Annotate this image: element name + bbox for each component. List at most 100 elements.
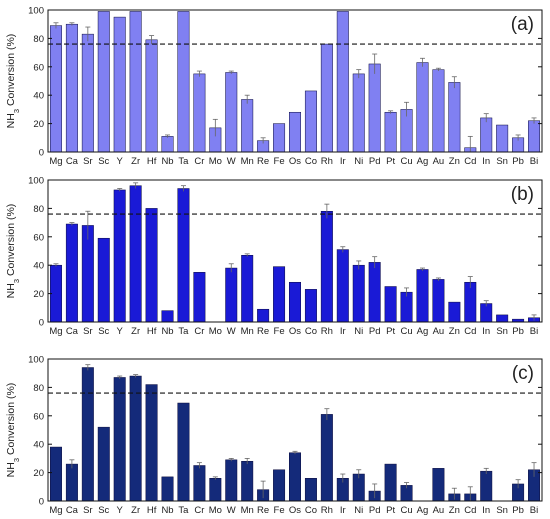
bar-Zn [448,82,461,153]
bar-Ni [352,73,365,153]
category-label-Hf: Hf [147,156,157,167]
bar-Au [432,468,445,502]
bar-Fe [273,266,286,323]
y-tick-label-80: 80 [33,383,44,394]
category-label-Zn: Zn [449,505,460,516]
category-label-Rh: Rh [321,156,333,167]
category-label-Ni: Ni [354,156,363,167]
category-label-Mo: Mo [209,505,222,516]
category-label-Hf: Hf [147,505,157,516]
bar-Fe [273,123,286,153]
bar-Pt [384,463,397,502]
bar-Ir [336,11,349,153]
category-label-Fe: Fe [274,505,285,516]
category-label-Ca: Ca [66,326,79,337]
category-label-Sr: Sr [83,326,93,337]
bar-Os [289,281,301,323]
bar-Zr [129,375,142,502]
bar-Ca [65,463,78,502]
bar-Ta [177,402,190,502]
bar-Ni [352,264,365,323]
bar-Sr [81,33,94,153]
bar-Rh [320,414,333,502]
category-label-Mg: Mg [49,505,62,516]
category-label-Sc: Sc [98,156,109,167]
bar-Mg [49,446,62,502]
plot-frame [47,9,543,153]
y-tick-label-60: 60 [33,62,44,73]
y-tick-label-40: 40 [33,440,44,451]
chart-panel-1: Mg Ca Sr Sc Y Zr Hf Nb Ta Cr Mo W Mn Re Fe Os Co Rh Ir Ni Pd… [5,6,543,167]
bar-W [225,72,238,153]
category-label-Ta: Ta [178,505,189,516]
category-label-Sc: Sc [98,326,109,337]
bar-Sc [97,237,110,323]
bar-Sn [496,314,509,323]
category-label-Ta: Ta [178,156,189,167]
category-label-Nb: Nb [161,156,173,167]
category-label-In: In [482,326,490,337]
bar-Pd [368,63,381,153]
category-label-In: In [482,156,490,167]
category-label-Cu: Cu [400,505,412,516]
category-label-Os: Os [289,156,301,167]
bar-Nb [161,310,174,323]
bar-Cu [400,291,413,323]
chart-panel-2: Mg Ca Sr Sc Y Zr Hf Nb Ta Cr Mo W Mn Re Fe Os Co Rh Ir Ni Pd… [5,176,543,337]
bar-Y [113,16,126,153]
bar-Cd [464,281,477,323]
bar-Ir [336,249,349,323]
bar-Y [113,189,126,323]
bar-Sc [97,11,110,153]
category-label-Sr: Sr [83,505,93,516]
y-tick-label-20: 20 [33,119,44,130]
category-label-Cr: Cr [194,505,204,516]
bar-Sr [81,225,94,323]
bar-Sr [81,367,94,502]
category-label-Ir: Ir [340,505,346,516]
category-label-Ca: Ca [66,156,79,167]
category-label-Fe: Fe [274,156,285,167]
category-label-Re: Re [257,505,269,516]
bar-Re [257,308,270,323]
category-label-Mn: Mn [241,326,254,337]
category-label-Nb: Nb [161,326,173,337]
category-label-Au: Au [433,505,445,516]
category-label-Os: Os [289,326,301,337]
category-label-Mo: Mo [209,326,222,337]
panel-label: (a) [511,14,534,35]
bar-Zr [129,185,142,323]
bar-Pd [368,262,381,323]
category-label-In: In [482,505,490,516]
category-label-Ta: Ta [178,326,189,337]
y-tick-label-0: 0 [39,497,44,508]
bar-Co [304,289,317,323]
bar-Ta [177,11,190,153]
category-label-Re: Re [257,326,269,337]
y-tick-label-60: 60 [33,232,44,243]
bar-Ca [65,223,78,323]
bar-Ag [416,62,429,153]
category-label-Y: Y [117,505,124,516]
bar-Nb [161,476,174,502]
category-label-Au: Au [433,326,445,337]
bar-Os [289,452,301,502]
category-label-Mn: Mn [241,156,254,167]
category-label-Mo: Mo [209,156,222,167]
category-label-Ir: Ir [340,156,346,167]
category-label-Sn: Sn [496,505,508,516]
bar-Ta [177,188,190,323]
category-label-Pb: Pb [512,326,524,337]
bar-Bi [528,120,541,153]
y-axis-title: NH3 Conversion (%) [5,34,21,129]
category-label-Zn: Zn [449,156,460,167]
category-label-Pb: Pb [512,156,524,167]
y-tick-label-20: 20 [33,468,44,479]
bar-Ca [65,23,78,153]
bar-W [225,459,238,502]
bar-Sc [97,426,110,502]
bar-Sn [496,124,509,153]
category-label-Zr: Zr [131,505,140,516]
plot-frame [47,358,543,502]
